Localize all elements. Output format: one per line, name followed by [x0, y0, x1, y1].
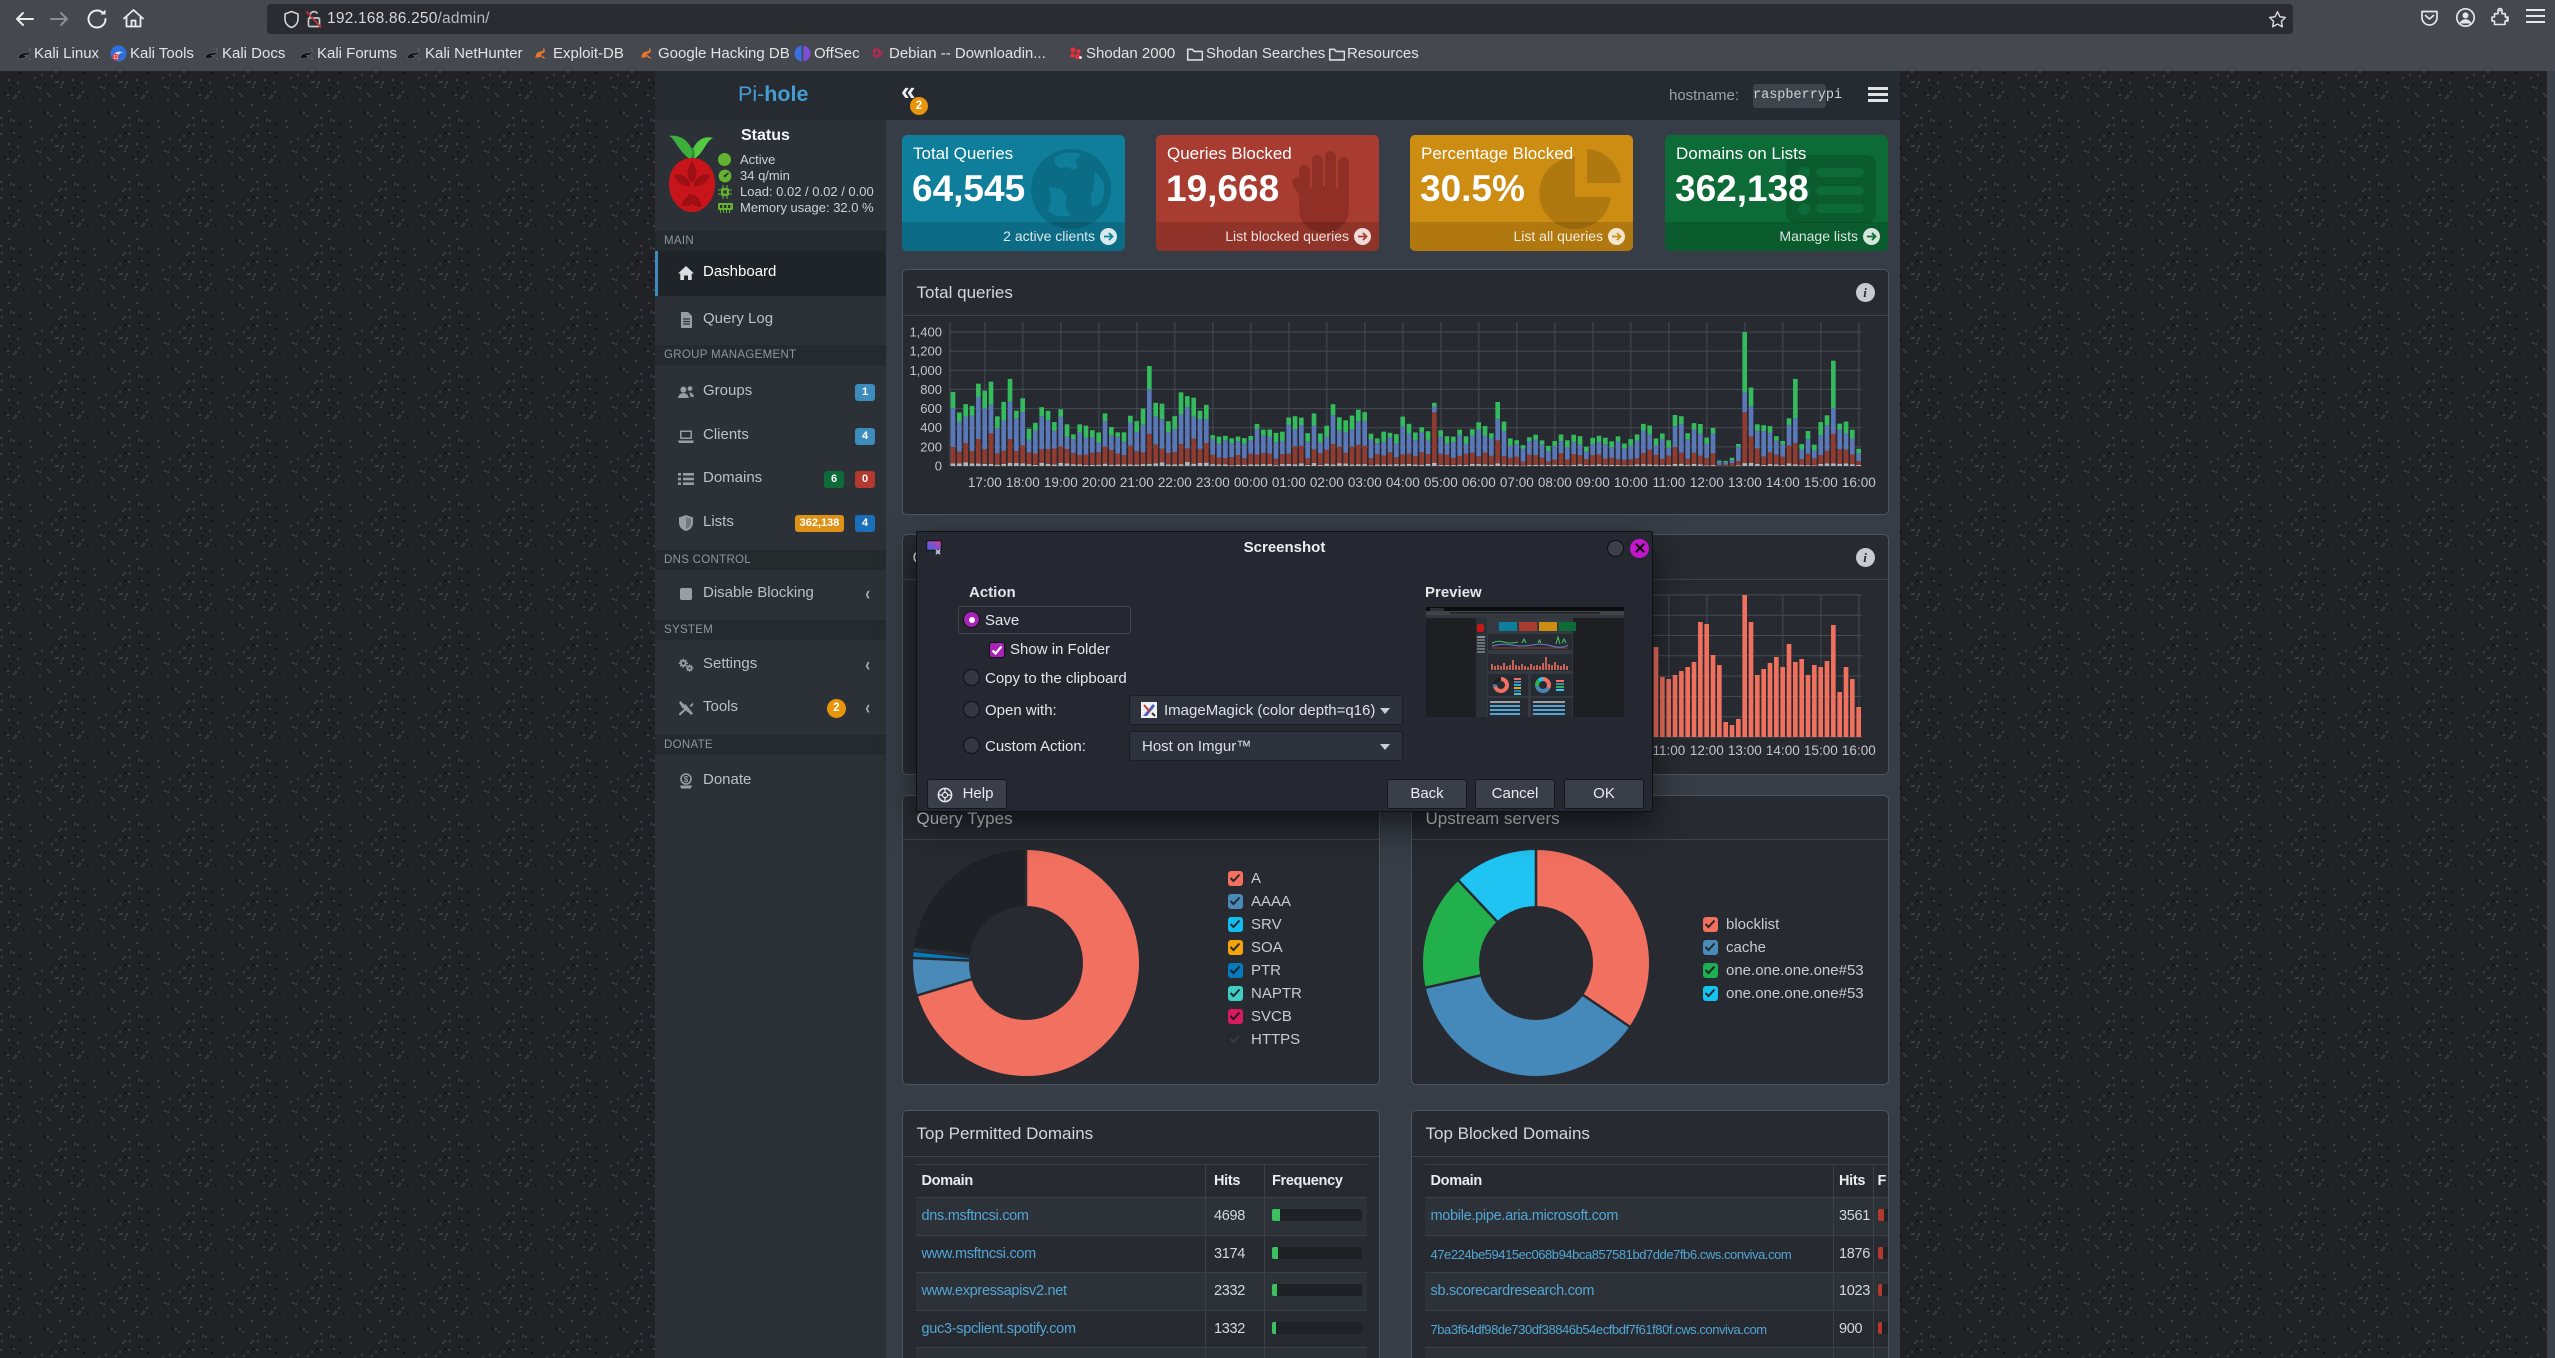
- svg-text:18:00: 18:00: [1006, 475, 1040, 490]
- svg-text:14:00: 14:00: [1766, 743, 1800, 758]
- svg-text:800: 800: [920, 382, 942, 397]
- svg-text:23:00: 23:00: [1196, 475, 1230, 490]
- svg-text:21:00: 21:00: [1120, 475, 1154, 490]
- svg-text:15:00: 15:00: [1804, 475, 1838, 490]
- svg-text:13:00: 13:00: [1728, 475, 1762, 490]
- svg-text:1,200: 1,200: [909, 344, 942, 359]
- svg-text:03:00: 03:00: [1348, 475, 1382, 490]
- svg-text:22:00: 22:00: [1158, 475, 1192, 490]
- svg-text:20:00: 20:00: [1082, 475, 1116, 490]
- svg-text:12:00: 12:00: [1690, 475, 1724, 490]
- svg-text:11:00: 11:00: [1652, 743, 1685, 758]
- svg-text:600: 600: [920, 401, 942, 416]
- svg-text:400: 400: [920, 420, 942, 435]
- svg-text:14:00: 14:00: [1766, 475, 1800, 490]
- svg-text:11: 11: [113, 55, 118, 61]
- svg-text:16:00: 16:00: [1842, 475, 1876, 490]
- svg-text:200: 200: [920, 439, 942, 454]
- svg-text:13:00: 13:00: [1728, 743, 1762, 758]
- svg-text:1,000: 1,000: [909, 363, 942, 378]
- svg-text:09:00: 09:00: [1576, 475, 1610, 490]
- svg-text:0: 0: [935, 459, 942, 474]
- svg-text:16:00: 16:00: [1842, 743, 1876, 758]
- svg-text:11:00: 11:00: [1652, 475, 1685, 490]
- svg-text:07:00: 07:00: [1500, 475, 1534, 490]
- svg-text:04:00: 04:00: [1386, 475, 1420, 490]
- svg-text:19:00: 19:00: [1044, 475, 1078, 490]
- svg-text:$: $: [684, 775, 689, 784]
- svg-text:00:00: 00:00: [1234, 475, 1268, 490]
- svg-text:12:00: 12:00: [1690, 743, 1724, 758]
- svg-text:01:00: 01:00: [1272, 475, 1306, 490]
- svg-text:1,400: 1,400: [909, 325, 942, 340]
- svg-text:06:00: 06:00: [1462, 475, 1496, 490]
- svg-text:17:00: 17:00: [968, 475, 1002, 490]
- svg-text:05:00: 05:00: [1424, 475, 1458, 490]
- svg-text:10:00: 10:00: [1614, 475, 1648, 490]
- svg-text:02:00: 02:00: [1310, 475, 1344, 490]
- svg-text:15:00: 15:00: [1804, 743, 1838, 758]
- svg-text:08:00: 08:00: [1538, 475, 1572, 490]
